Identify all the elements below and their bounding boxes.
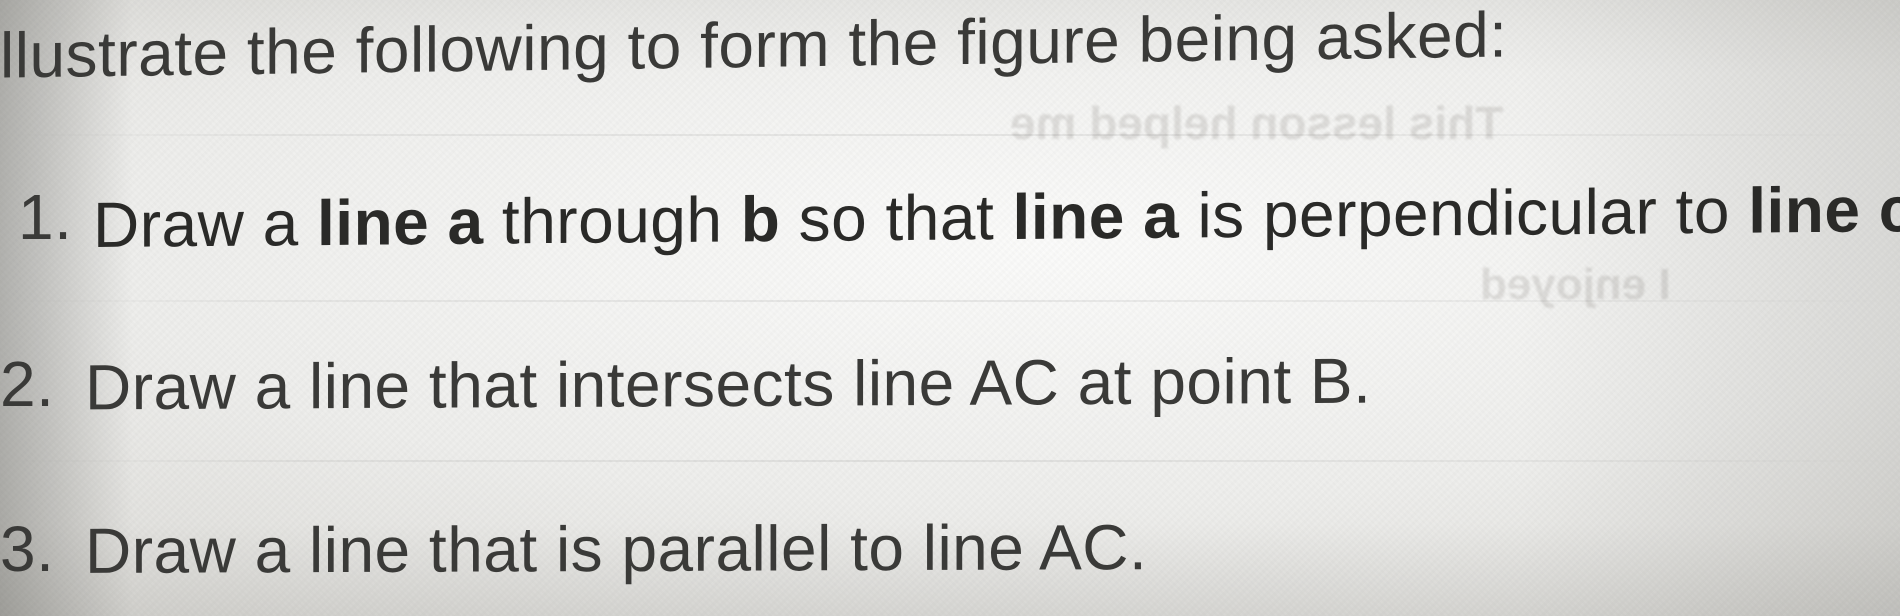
ghost-text-2: I enjoyed (1480, 260, 1671, 310)
text: Draw a (93, 187, 317, 261)
paper-rule (0, 134, 1900, 136)
paper-rule (0, 460, 1900, 462)
paper-rule (0, 300, 1900, 302)
bold-text: line c (1748, 173, 1900, 246)
content: This lesson helped me I enjoyed llustrat… (0, 0, 1900, 616)
bold-text: line a (317, 186, 484, 259)
list-number-1: 1. (18, 178, 72, 256)
ghost-text-1: This lesson helped me (1010, 96, 1503, 150)
list-number-3: 3. (0, 510, 54, 588)
list-number-2: 2. (0, 345, 54, 423)
text: so that (780, 181, 1012, 255)
list-item-2: Draw a line that intersects line AC at p… (85, 342, 1371, 427)
text: through (484, 183, 741, 257)
list-item-3: Draw a line that is parallel to line AC. (85, 508, 1147, 590)
list-item-1: Draw a line a through b so that line a i… (93, 170, 1900, 264)
bold-text: line a (1013, 180, 1180, 253)
instruction-text: llustrate the following to form the figu… (0, 0, 1507, 95)
page: This lesson helped me I enjoyed llustrat… (0, 0, 1900, 616)
text: is perpendicular to (1179, 175, 1748, 252)
bold-text: b (741, 183, 781, 255)
